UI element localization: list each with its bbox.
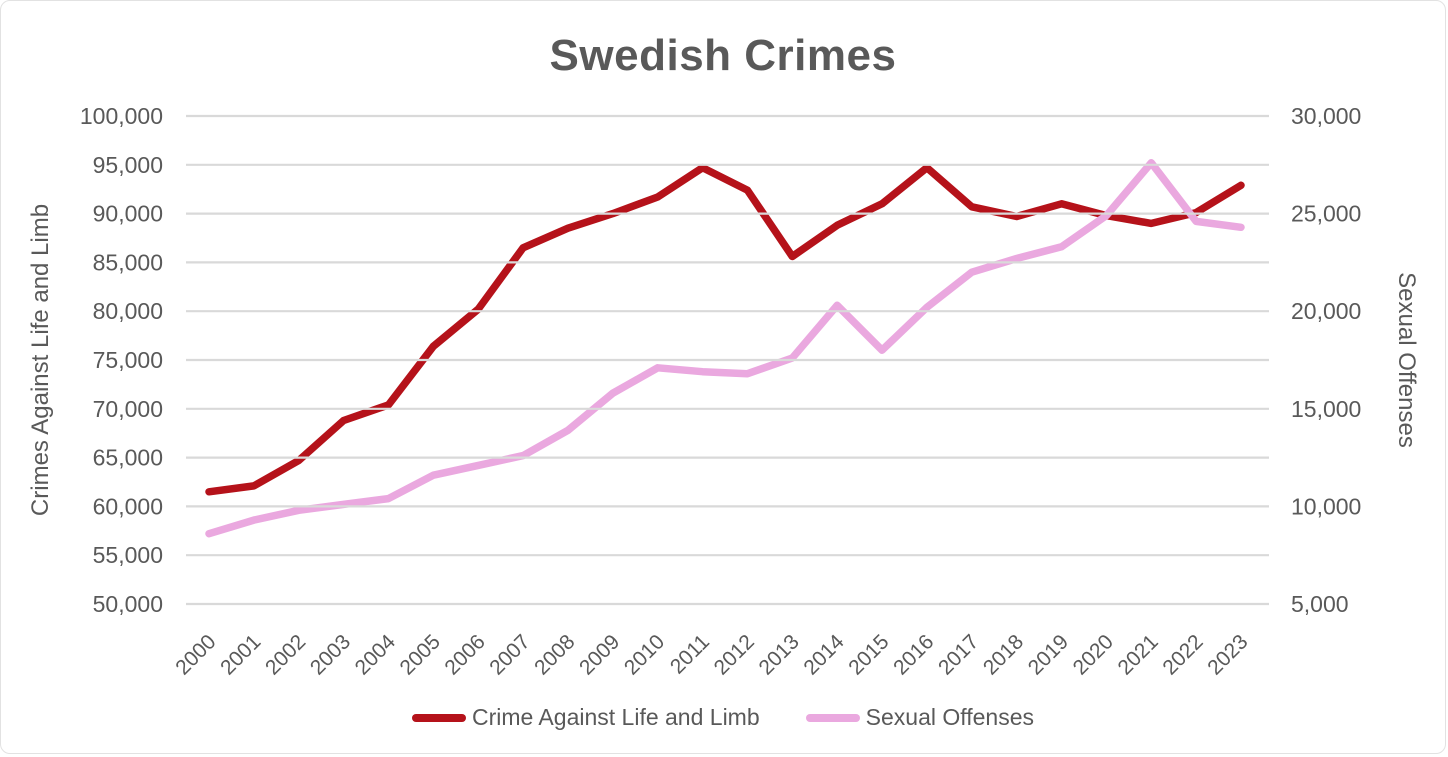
legend-line-swatch-pink bbox=[805, 713, 860, 722]
y-axis-right-tick-label: 30,000 bbox=[1291, 103, 1361, 129]
x-axis-tick-label: 2012 bbox=[710, 630, 759, 679]
y-axis-left-title: Crimes Against Life and Limb bbox=[27, 204, 54, 516]
x-axis-tick-label: 2019 bbox=[1024, 630, 1073, 679]
y-axis-left-tick-label: 90,000 bbox=[93, 201, 163, 227]
x-axis-tick-label: 2010 bbox=[620, 630, 669, 679]
x-axis-tick-label: 2015 bbox=[844, 630, 893, 679]
x-axis-tick-label: 2005 bbox=[396, 630, 445, 679]
x-axis-tick-label: 2009 bbox=[575, 630, 624, 679]
x-axis-tick-label: 2017 bbox=[934, 630, 983, 679]
y-axis-right-tick-label: 5,000 bbox=[1291, 591, 1349, 617]
y-axis-left-tick-label: 60,000 bbox=[93, 493, 163, 519]
y-axis-left-tick-label: 85,000 bbox=[93, 249, 163, 275]
x-axis-tick-label: 2002 bbox=[261, 630, 310, 679]
y-axis-right-tick-label: 10,000 bbox=[1291, 493, 1361, 519]
series-line-crime-against-life-and-limb bbox=[205, 163, 1245, 496]
y-axis-right-title: Sexual Offenses bbox=[1393, 272, 1420, 448]
legend-line-swatch-red bbox=[411, 713, 466, 722]
y-axis-left-tick-label: 70,000 bbox=[93, 396, 163, 422]
x-axis-tick-label: 2021 bbox=[1113, 630, 1162, 679]
y-axis-right-tick-label: 20,000 bbox=[1291, 298, 1361, 324]
y-axis-left-tick-label: 80,000 bbox=[93, 298, 163, 324]
legend: Crime Against Life and Limb Sexual Offen… bbox=[1, 704, 1445, 731]
y-axis-right-tick-label: 25,000 bbox=[1291, 201, 1361, 227]
x-axis-tick-label: 2016 bbox=[889, 630, 938, 679]
chart-title: Swedish Crimes bbox=[549, 31, 897, 80]
x-axis-tick-label: 2008 bbox=[530, 630, 579, 679]
legend-label: Crime Against Life and Limb bbox=[471, 704, 760, 730]
x-axis-tick-label: 2020 bbox=[1069, 630, 1118, 679]
x-axis-tick-label: 2007 bbox=[485, 630, 534, 679]
x-axis-tick-label: 2023 bbox=[1203, 630, 1252, 679]
legend-label: Sexual Offenses bbox=[865, 704, 1034, 730]
y-axis-left-tick-label: 50,000 bbox=[93, 591, 163, 617]
x-axis-tick-label: 2011 bbox=[666, 630, 714, 678]
y-axis-left-tick-label: 55,000 bbox=[93, 542, 163, 568]
x-axis-tick-label: 2000 bbox=[171, 630, 220, 679]
x-axis-tick-label: 2004 bbox=[351, 630, 401, 680]
x-axis-tick-label: 2013 bbox=[755, 630, 804, 679]
legend-item-sexual-offenses: Sexual Offenses bbox=[805, 704, 1034, 731]
series-line-sexual-offenses bbox=[205, 159, 1245, 538]
x-axis-tick-label: 2018 bbox=[979, 630, 1028, 679]
x-axis-tick-label: 2022 bbox=[1158, 630, 1207, 679]
legend-item-crime-against-life-and-limb: Crime Against Life and Limb bbox=[411, 704, 760, 731]
y-axis-left-tick-label: 95,000 bbox=[93, 152, 163, 178]
y-axis-left-tick-label: 65,000 bbox=[93, 445, 163, 471]
y-axis-right-tick-label: 15,000 bbox=[1291, 396, 1361, 422]
x-axis-tick-label: 2001 bbox=[216, 630, 265, 679]
y-axis-left-tick-label: 75,000 bbox=[93, 347, 163, 373]
x-axis-tick-label: 2006 bbox=[440, 630, 489, 679]
x-axis-tick-label: 2003 bbox=[306, 630, 355, 679]
x-axis-tick-label: 2014 bbox=[799, 630, 849, 680]
y-axis-left-tick-label: 100,000 bbox=[80, 103, 163, 129]
